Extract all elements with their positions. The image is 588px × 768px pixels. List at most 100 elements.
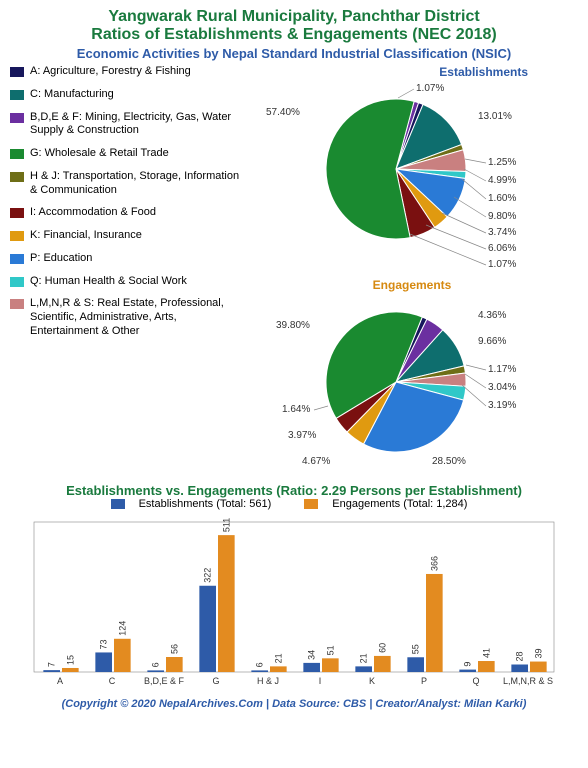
legend-item: B,D,E & F: Mining, Electricity, Gas, Wat… <box>10 111 240 139</box>
pie-label: 4.99% <box>488 175 516 186</box>
legend-label: B,D,E & F: Mining, Electricity, Gas, Wat… <box>30 111 240 139</box>
legend-swatch <box>10 277 24 287</box>
bar-category: G <box>212 676 219 686</box>
legend-item: H & J: Transportation, Storage, Informat… <box>10 170 240 198</box>
legend-item: K: Financial, Insurance <box>10 229 240 243</box>
pie-label: 28.50% <box>432 456 466 467</box>
bar-value: 41 <box>481 648 491 658</box>
bar-est <box>459 670 476 672</box>
title-line-1: Yangwarak Rural Municipality, Panchthar … <box>10 8 578 26</box>
pie-label: 1.60% <box>488 193 516 204</box>
bar-eng <box>62 668 79 672</box>
bar-eng <box>166 657 183 672</box>
bar-legend: Establishments (Total: 561) Engagements … <box>10 498 578 510</box>
legend-swatch <box>10 67 24 77</box>
pie-chart-establishments: 1.07%13.01%1.25%4.99%1.60%9.80%3.74%6.06… <box>246 79 566 274</box>
pie-label: 13.01% <box>478 111 512 122</box>
bar-eng <box>530 662 547 672</box>
pie-label: 3.19% <box>488 400 516 411</box>
bar-value: 9 <box>463 662 473 667</box>
bar-category: K <box>369 676 375 686</box>
bar-category: L,M,N,R & S <box>503 676 553 686</box>
legend-label: A: Agriculture, Forestry & Fishing <box>30 65 191 79</box>
legend-swatch <box>10 149 24 159</box>
pie-label: 1.17% <box>488 364 516 375</box>
pie-label: 39.80% <box>276 320 310 331</box>
bar-value: 124 <box>117 621 127 636</box>
bar-est <box>355 666 372 672</box>
bar-value: 7 <box>47 662 57 667</box>
bar-est <box>251 670 268 672</box>
pie-label: 1.64% <box>282 404 310 415</box>
bar-value: 34 <box>307 650 317 660</box>
legend-swatch <box>10 231 24 241</box>
bar-est <box>407 657 424 672</box>
pie-label: 1.07% <box>488 259 516 270</box>
bar-section-title: Establishments vs. Engagements (Ratio: 2… <box>10 483 578 498</box>
bar-category: I <box>319 676 322 686</box>
pie-label: 3.04% <box>488 382 516 393</box>
legend-swatch <box>10 299 24 309</box>
bar-value: 56 <box>169 644 179 654</box>
legend-item: Q: Human Health & Social Work <box>10 275 240 289</box>
bar-category: C <box>109 676 116 686</box>
bar-eng <box>322 658 339 672</box>
pie-label: 6.06% <box>488 243 516 254</box>
title-line-2: Ratios of Establishments & Engagements (… <box>10 26 578 44</box>
subtitle: Economic Activities by Nepal Standard In… <box>10 46 578 61</box>
pie-label: 4.67% <box>302 456 330 467</box>
footer: (Copyright © 2020 NepalArchives.Com | Da… <box>10 698 578 710</box>
bar-value: 55 <box>411 644 421 654</box>
pie-label: 1.07% <box>416 83 444 94</box>
bar-value: 21 <box>359 653 369 663</box>
legend-item: L,M,N,R & S: Real Estate, Professional, … <box>10 297 240 338</box>
bar-eng <box>426 574 443 672</box>
bar-value: 511 <box>221 518 231 532</box>
bar-eng <box>218 535 235 672</box>
bar-eng <box>270 666 287 672</box>
bar-category: B,D,E & F <box>144 676 185 686</box>
bar-category: P <box>421 676 427 686</box>
bar-value: 15 <box>65 655 75 665</box>
bar-value: 6 <box>255 662 265 667</box>
bar-value: 322 <box>203 568 213 583</box>
bar-category: Q <box>472 676 479 686</box>
bar-value: 39 <box>533 649 543 659</box>
bar-value: 28 <box>515 651 525 661</box>
legend-swatch <box>10 254 24 264</box>
pie-label: 57.40% <box>266 107 300 118</box>
legend-label: G: Wholesale & Retail Trade <box>30 147 169 161</box>
legend-swatch <box>10 113 24 123</box>
bar-eng <box>114 639 131 672</box>
legend-item: P: Education <box>10 252 240 266</box>
bar-eng <box>478 661 495 672</box>
pie-label: 9.80% <box>488 211 516 222</box>
pie-title-engagements: Engagements <box>246 278 578 292</box>
bar-category: A <box>57 676 63 686</box>
legend-swatch <box>10 172 24 182</box>
bar-value: 21 <box>273 653 283 663</box>
legend-item: C: Manufacturing <box>10 88 240 102</box>
bar-est <box>147 670 164 672</box>
pie-label: 3.97% <box>288 430 316 441</box>
legend: A: Agriculture, Forestry & Fishing C: Man… <box>10 65 240 477</box>
legend-item: A: Agriculture, Forestry & Fishing <box>10 65 240 79</box>
bar-value: 73 <box>99 639 109 649</box>
pie-label: 1.25% <box>488 157 516 168</box>
bar-chart: 7 15 A 73 124 C 6 56 B,D,E & F 322 511 G 6 21 H & J 34 5… <box>10 514 570 694</box>
pie-label: 9.66% <box>478 336 506 347</box>
bar-est <box>43 670 60 672</box>
bar-est <box>303 663 320 672</box>
pie-chart-engagements: 4.36%9.66%1.17%3.04%3.19%28.50%4.67%3.97… <box>246 292 566 477</box>
legend-label: C: Manufacturing <box>30 88 114 102</box>
bar-value: 366 <box>429 556 439 571</box>
bar-est <box>199 586 216 672</box>
legend-label: I: Accommodation & Food <box>30 206 156 220</box>
pie-title-establishments: Establishments <box>246 65 578 79</box>
bar-value: 51 <box>325 645 335 655</box>
bar-eng <box>374 656 391 672</box>
bar-value: 6 <box>151 662 161 667</box>
bar-category: H & J <box>257 676 279 686</box>
legend-item: I: Accommodation & Food <box>10 206 240 220</box>
bar-value: 60 <box>377 643 387 653</box>
